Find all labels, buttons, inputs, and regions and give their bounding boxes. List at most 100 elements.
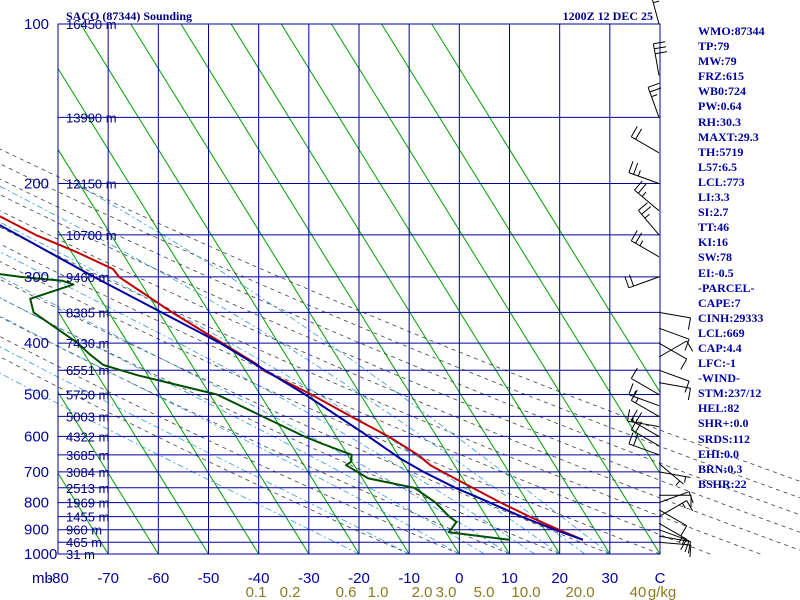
wind-barb xyxy=(658,509,688,537)
mixing-ratio-label: 20.0 xyxy=(565,584,594,600)
index-item: BSHR:22 xyxy=(698,476,747,491)
height-label: 7430 m xyxy=(66,336,109,351)
index-item: WB0:724 xyxy=(698,84,746,99)
moist-adiabat-line xyxy=(0,297,485,555)
moist-adiabat-line xyxy=(0,221,560,555)
pressure-tick-label: 500 xyxy=(24,386,49,403)
moist-adiabat-line xyxy=(0,315,460,555)
temperature-tick-label: 20 xyxy=(551,570,568,587)
pressure-tick-label: 300 xyxy=(24,269,49,286)
index-item: SI:2.7 xyxy=(698,205,729,220)
dewpoint-line xyxy=(0,273,510,541)
height-label: 1455 m xyxy=(66,510,109,525)
temperature-tick-label: -30 xyxy=(298,570,320,587)
mixing-ratio-label: 10.0 xyxy=(511,584,540,600)
profile-lines xyxy=(0,215,584,541)
index-item: RH:30.3 xyxy=(698,114,741,129)
height-label: 2513 m xyxy=(66,481,109,496)
height-label: 465 m xyxy=(66,535,102,550)
wind-barb xyxy=(658,529,690,553)
height-label: 5750 m xyxy=(66,387,109,402)
pressure-temperature-grid xyxy=(57,23,661,555)
height-label: 8385 m xyxy=(66,305,109,320)
isotherm-line xyxy=(280,23,611,555)
pressure-tick-label: 400 xyxy=(24,335,49,352)
isotherm-line xyxy=(230,23,561,555)
wind-barb xyxy=(658,471,691,483)
mixing-ratio-label: 2.0 xyxy=(412,584,433,600)
mixing-ratio-label: 1.0 xyxy=(368,584,389,600)
index-item: LFC:-1 xyxy=(698,356,736,371)
index-item: KI:16 xyxy=(698,235,728,250)
height-label: 31 m xyxy=(66,547,95,562)
index-item: STM:237/12 xyxy=(698,386,762,401)
dry-adiabat-line xyxy=(0,226,761,555)
mixing-ratio-label: g/kg xyxy=(648,584,676,600)
temperature-tick-label: 30 xyxy=(601,570,618,587)
index-item: TT:46 xyxy=(698,220,730,235)
height-label: 960 m xyxy=(66,523,102,538)
sounding-indices-list: WMO:87344 TP:79 MW:79 FRZ:615 WB0:724 PW:0.64… xyxy=(698,24,765,492)
index-item: PW:0.64 xyxy=(698,99,742,114)
isotherm-line xyxy=(330,23,661,555)
index-item: EI:-0.5 xyxy=(698,265,734,280)
mixing-ratio-label: 5.0 xyxy=(474,584,495,600)
height-label: 5003 m xyxy=(66,409,109,424)
wind-barbs xyxy=(624,0,694,558)
isotherm-line xyxy=(57,149,310,555)
index-item: LI:3.3 xyxy=(698,190,730,205)
wind-barb xyxy=(627,409,660,428)
wind-barb xyxy=(624,274,660,289)
index-item: CAPE:7 xyxy=(698,295,741,310)
temperature-tick-label: -70 xyxy=(97,570,119,587)
mixing-ratio-label: 40 xyxy=(630,584,647,600)
index-item: TH:5719 xyxy=(698,144,744,159)
isotherm-line xyxy=(381,23,661,474)
height-label: 16450 m xyxy=(66,17,117,32)
wind-barb xyxy=(658,327,690,351)
isotherm-line xyxy=(431,23,661,393)
temperature-tick-label: 0 xyxy=(455,570,463,587)
index-item: FRZ:615 xyxy=(698,69,744,84)
height-label: 3685 m xyxy=(66,448,109,463)
index-item: SW:78 xyxy=(698,250,733,265)
temperature-tick-label: -20 xyxy=(348,570,370,587)
mixing-ratio-label: 3.0 xyxy=(436,584,457,600)
wind-barb xyxy=(634,180,660,212)
index-item: -PARCEL- xyxy=(698,280,755,295)
temperature-tick-label: -80 xyxy=(47,570,69,587)
wind-barb xyxy=(659,494,692,508)
wind-barb xyxy=(658,541,692,558)
height-label: 12150 m xyxy=(66,177,117,192)
height-label: 9460 m xyxy=(66,270,109,285)
isotherm-line xyxy=(57,472,109,555)
wind-barb xyxy=(652,41,668,76)
moist-adiabat-line xyxy=(0,346,410,555)
wind-barb xyxy=(658,311,691,330)
wind-barb xyxy=(628,161,660,184)
valid-time: 1200Z 12 DEC 25 xyxy=(563,9,653,23)
moist-adiabat-line xyxy=(0,276,510,555)
wind-barb xyxy=(658,522,688,550)
index-item: HEL:82 xyxy=(698,401,740,416)
pressure-tick-label: 1000 xyxy=(24,546,57,563)
pressure-tick-label: 700 xyxy=(24,464,49,481)
pressure-tick-label: 100 xyxy=(24,16,49,33)
parcel-line xyxy=(0,224,584,541)
wind-barb xyxy=(630,126,660,154)
mixing-ratio-label: 0.1 xyxy=(246,584,267,600)
index-item: SHR+:0.0 xyxy=(698,416,749,431)
index-item: LCL:773 xyxy=(698,174,745,189)
wind-barb xyxy=(658,342,688,370)
height-label: 13990 m xyxy=(66,110,117,125)
pressure-tick-label: 200 xyxy=(24,176,49,193)
pressure-tick-label: 900 xyxy=(24,522,49,539)
height-label: 1969 m xyxy=(66,496,109,511)
isotherm-line xyxy=(80,23,410,555)
height-label: 4322 m xyxy=(66,429,109,444)
mixing-ratio-label: 0.2 xyxy=(280,584,301,600)
wind-barb xyxy=(658,463,684,486)
index-item: MW:79 xyxy=(698,54,737,69)
